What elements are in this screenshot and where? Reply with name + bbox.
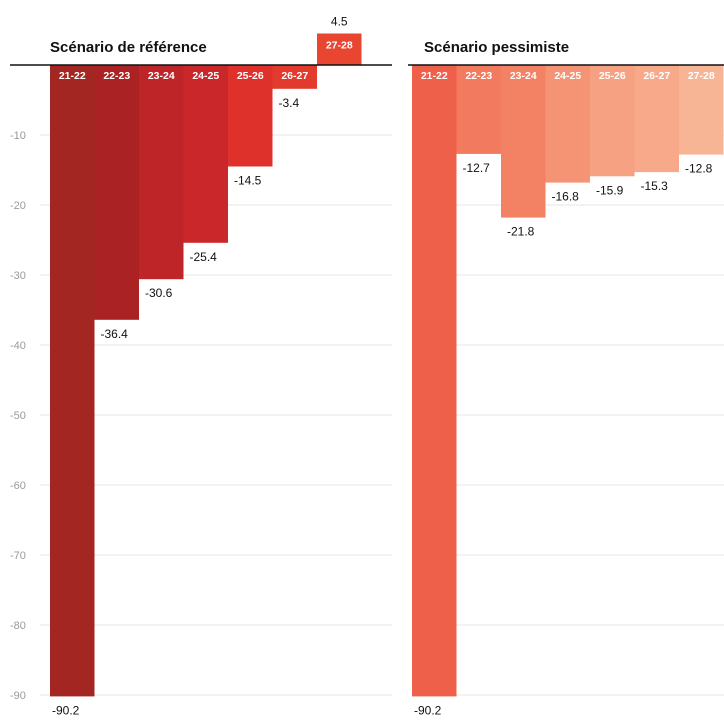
category-label: 27-28 xyxy=(326,40,353,52)
category-label: 22-23 xyxy=(465,70,492,82)
category-label: 27-28 xyxy=(688,70,715,82)
data-label: -21.8 xyxy=(507,225,535,239)
category-label: 23-24 xyxy=(510,70,537,82)
data-label: -16.8 xyxy=(552,190,580,204)
category-label: 25-26 xyxy=(599,70,626,82)
data-label: -3.4 xyxy=(279,96,300,110)
data-label: -30.6 xyxy=(145,286,173,300)
bar-pessimistic-21-22 xyxy=(412,65,457,697)
panel-title-reference: Scénario de référence xyxy=(50,39,207,56)
bar-pessimistic-24-25 xyxy=(545,65,590,183)
bar-reference-23-24 xyxy=(139,65,184,280)
y-tick-label: -90 xyxy=(10,690,26,702)
panel-title-pessimistic: Scénario pessimiste xyxy=(424,39,569,56)
bar-reference-24-25 xyxy=(183,65,228,243)
y-tick-label: -50 xyxy=(10,410,26,422)
data-label: -90.2 xyxy=(414,703,442,717)
category-label: 26-27 xyxy=(281,70,308,82)
category-label: 24-25 xyxy=(192,70,219,82)
y-tick-label: -80 xyxy=(10,620,26,632)
data-label: -14.5 xyxy=(234,174,262,188)
bar-pessimistic-26-27 xyxy=(634,65,679,173)
data-label: -90.2 xyxy=(52,703,80,717)
bars xyxy=(50,33,724,697)
bar-pessimistic-22-23 xyxy=(456,65,501,154)
data-label: -36.4 xyxy=(101,327,129,341)
y-tick-label: -30 xyxy=(10,270,26,282)
bar-reference-21-22 xyxy=(50,65,95,697)
y-tick-label: -10 xyxy=(10,130,26,142)
bar-reference-27-28 xyxy=(317,33,362,65)
category-label: 26-27 xyxy=(643,70,670,82)
y-tick-label: -20 xyxy=(10,200,26,212)
category-label: 25-26 xyxy=(237,70,264,82)
category-label: 22-23 xyxy=(103,70,130,82)
category-label: 23-24 xyxy=(148,70,175,82)
data-label: -25.4 xyxy=(190,250,218,264)
y-tick-label: -70 xyxy=(10,550,26,562)
gridlines xyxy=(40,134,724,696)
bar-reference-25-26 xyxy=(228,65,273,167)
bar-pessimistic-27-28 xyxy=(679,65,724,155)
bar-pessimistic-23-24 xyxy=(501,65,546,218)
category-label: 24-25 xyxy=(554,70,581,82)
bar-pessimistic-25-26 xyxy=(590,65,635,177)
data-label: -12.8 xyxy=(685,162,713,176)
labels: 21-22 -90.2 22-23 -36.4 23-24 -30.6 24-25 -25.4… xyxy=(52,15,715,718)
data-label: -15.9 xyxy=(596,183,624,197)
category-label: 21-22 xyxy=(421,70,448,82)
category-label: 21-22 xyxy=(59,70,86,82)
data-label: -15.3 xyxy=(641,179,669,193)
y-tick-label: -60 xyxy=(10,480,26,492)
y-axis-ticks: -10 -20 -30 -40 -50 -60 -70 -80 -90 xyxy=(10,130,26,702)
bar-reference-26-27 xyxy=(272,65,317,89)
bar-reference-22-23 xyxy=(94,65,139,320)
data-label: 4.5 xyxy=(331,15,348,29)
data-label: -12.7 xyxy=(463,161,491,175)
y-tick-label: -40 xyxy=(10,340,26,352)
